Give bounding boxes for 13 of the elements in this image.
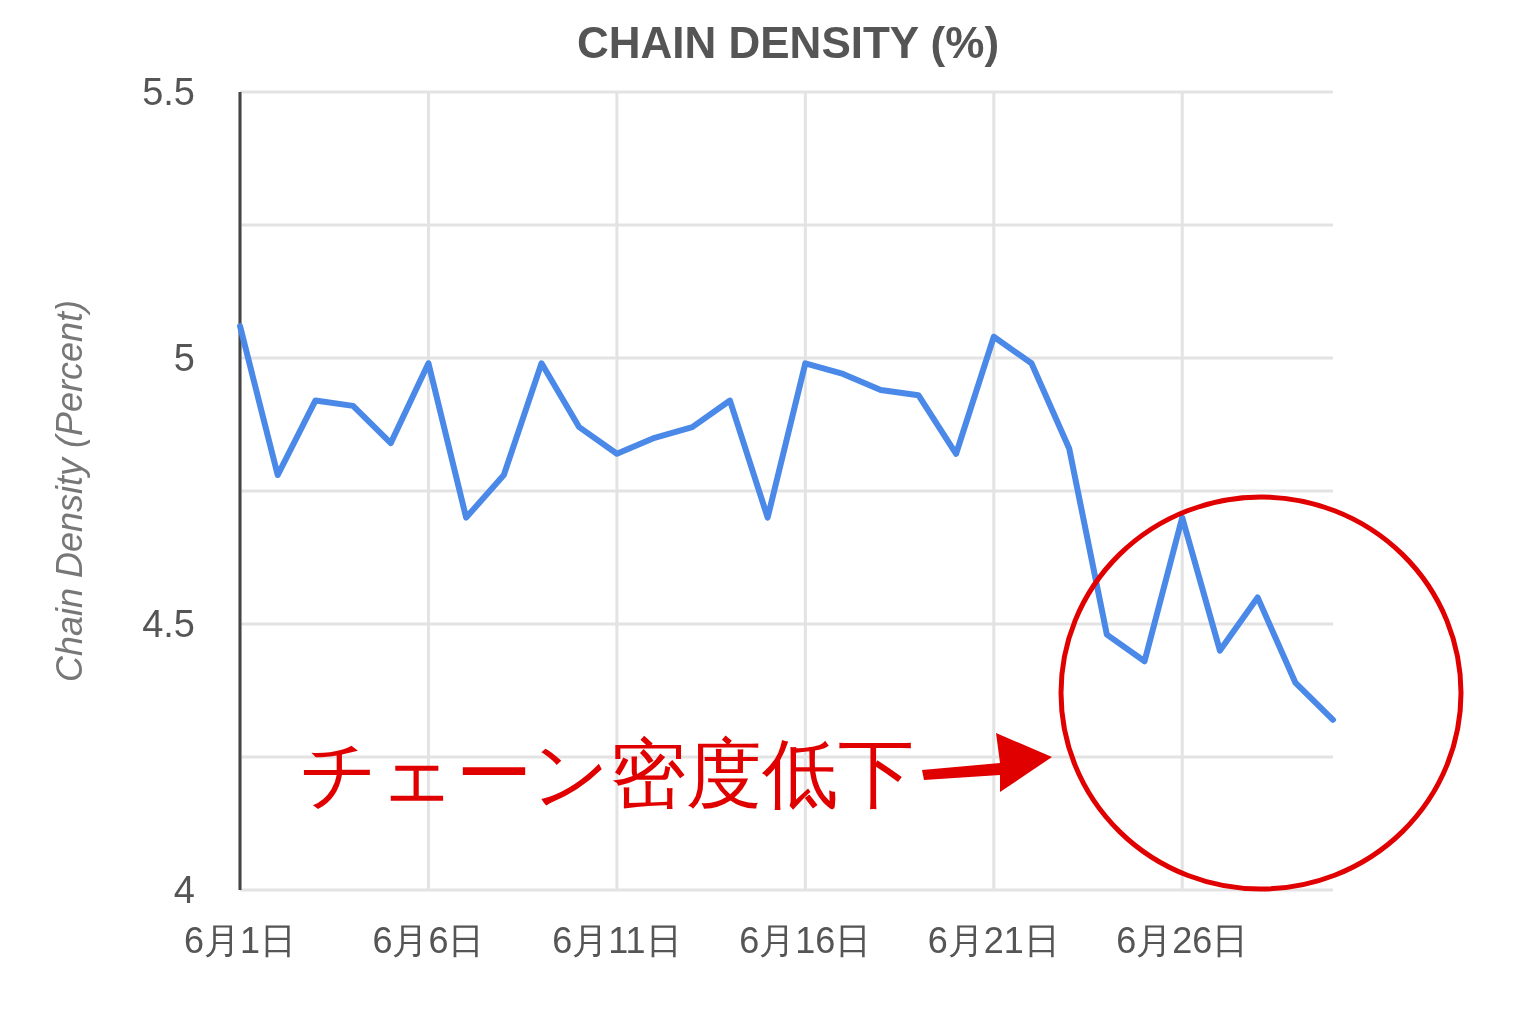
y-tick-label: 5.5 — [142, 71, 195, 113]
annotation: チェーン密度低下 — [300, 732, 914, 816]
x-tick-label: 6月6日 — [372, 920, 485, 961]
x-tick-label: 6月26日 — [1116, 920, 1249, 961]
y-tick-label: 4 — [173, 869, 195, 911]
x-tick-label: 6月11日 — [552, 920, 682, 961]
y-tick-label: 4.5 — [142, 603, 195, 645]
y-axis-title: Chain Density (Percent) — [49, 299, 90, 683]
x-tick-label: 6月21日 — [927, 920, 1060, 961]
x-tick-label: 6月16日 — [739, 920, 872, 961]
chart-title: CHAIN DENSITY (%) — [576, 18, 1000, 67]
x-tick-label: 6月1日 — [183, 920, 297, 961]
y-tick-label: 5 — [173, 337, 195, 379]
